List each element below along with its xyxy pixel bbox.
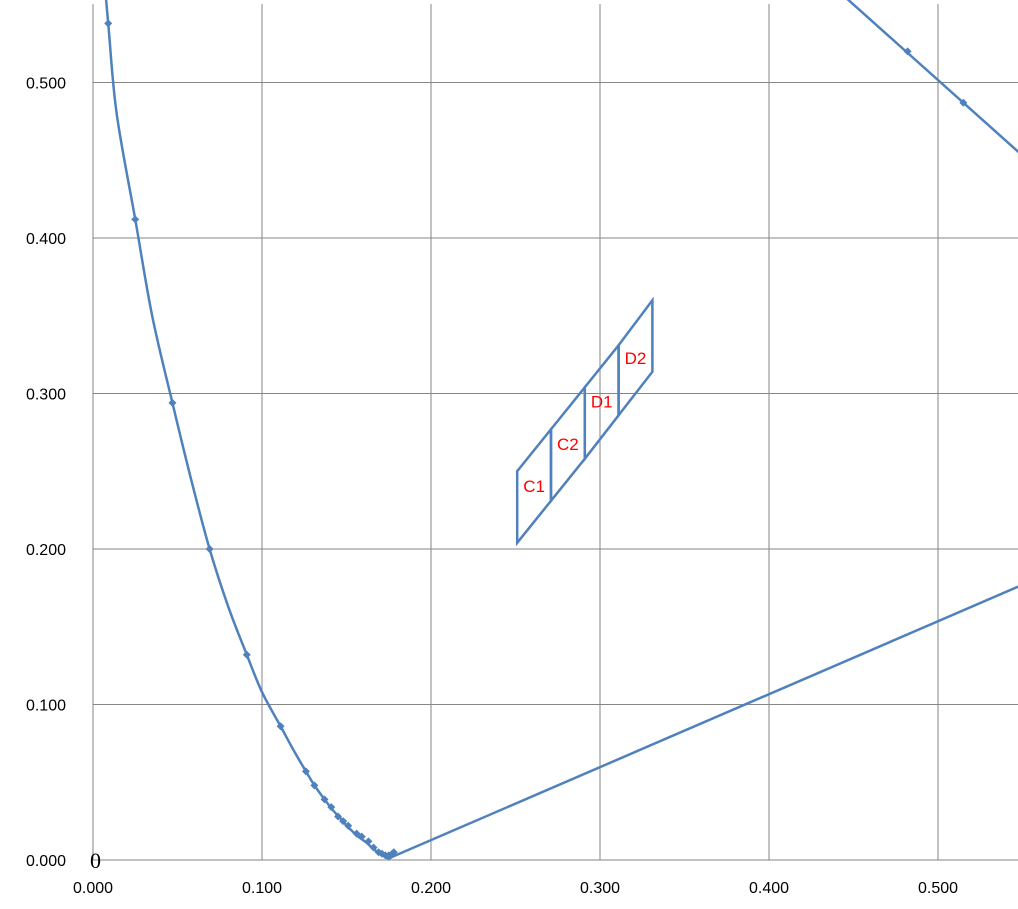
series-layer — [104, 0, 1018, 860]
x-tick-label: 0.500 — [918, 880, 958, 897]
y-tick-label: 0.500 — [26, 76, 66, 93]
data-point — [364, 837, 373, 846]
y-tick-label: 0.300 — [26, 387, 66, 404]
data-point — [357, 832, 366, 841]
series-line-upper-right-line — [846, 0, 1018, 154]
x-tick-label: 0.100 — [242, 880, 282, 897]
data-point — [903, 47, 912, 56]
markers-layer — [104, 19, 968, 860]
data-point — [389, 848, 398, 857]
x-tick-label: 0.000 — [73, 880, 113, 897]
y-tick-label: 0.100 — [26, 698, 66, 715]
data-point — [352, 829, 361, 838]
data-point — [369, 843, 378, 852]
data-point — [959, 98, 968, 107]
grid — [92, 4, 1018, 861]
data-point — [242, 650, 251, 659]
data-point — [310, 781, 319, 790]
x-tick-label: 0.200 — [411, 880, 451, 897]
data-point — [339, 817, 348, 826]
data-point — [320, 795, 329, 804]
data-point — [327, 803, 336, 812]
data-point — [205, 545, 214, 553]
series-line-spectral-locus — [104, 0, 393, 860]
data-point — [131, 215, 140, 224]
data-point — [301, 767, 310, 776]
x-axis-ticks: 0.000 0.100 0.200 0.300 0.400 0.500 — [73, 880, 958, 897]
region-label-c1: C1 — [523, 477, 545, 496]
y-tick-label: 0.200 — [26, 542, 66, 559]
data-point — [276, 722, 285, 731]
region-label-d2: D2 — [625, 349, 647, 368]
data-point — [168, 398, 177, 407]
y-tick-label: 0.000 — [26, 853, 66, 870]
region-label-d1: D1 — [591, 393, 613, 412]
y-axis-ticks: 0.000 0.100 0.200 0.300 0.400 0.500 — [26, 76, 66, 871]
regions-layer: C1 C2 D1 D2 — [515, 296, 654, 547]
data-point — [344, 821, 353, 830]
x-tick-label: 0.300 — [580, 880, 620, 897]
y-tick-label: 0.400 — [26, 231, 66, 248]
series-line-purple-line — [391, 585, 1018, 859]
origin-label: 0 — [90, 848, 101, 873]
x-tick-label: 0.400 — [749, 880, 789, 897]
region-d2 — [617, 296, 654, 419]
data-point — [104, 19, 113, 28]
region-label-c2: C2 — [557, 435, 579, 454]
data-point — [334, 812, 343, 821]
